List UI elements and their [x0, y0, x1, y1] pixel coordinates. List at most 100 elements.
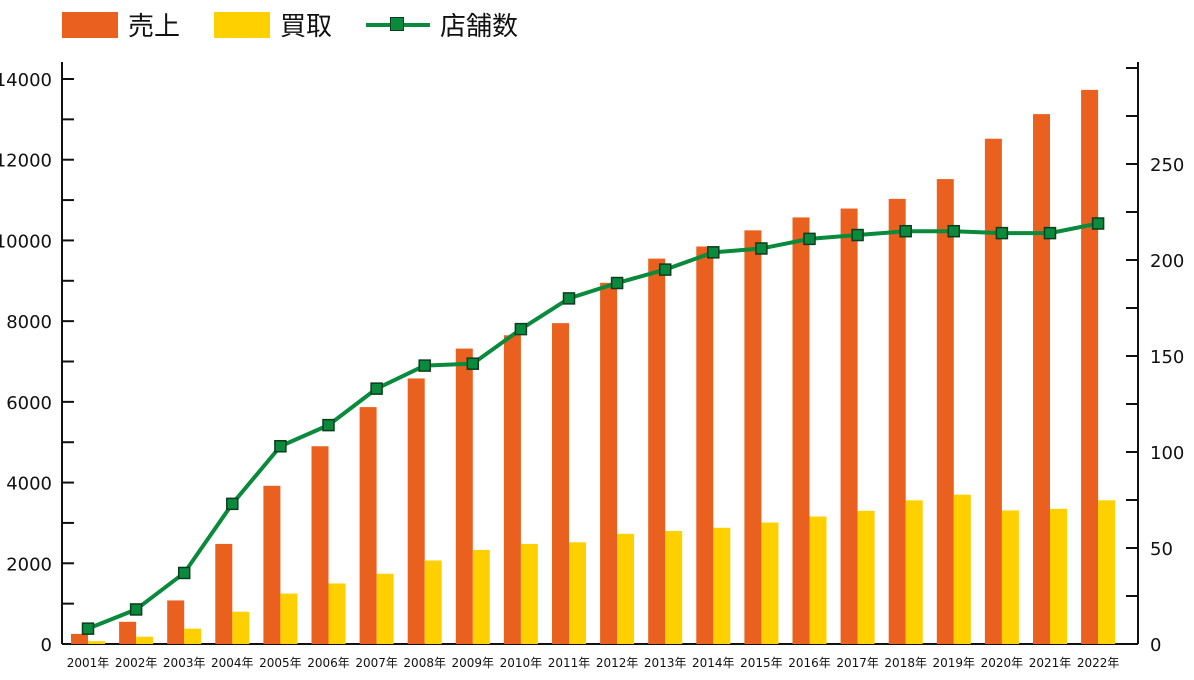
right-tick-label: 150: [1150, 347, 1184, 368]
point-stores: [755, 242, 768, 255]
bar-purchase: [376, 573, 394, 644]
left-tick-label: 14000: [0, 70, 52, 91]
point-stores: [274, 439, 287, 453]
x-tick-label: 2005年: [259, 656, 302, 670]
right-tick-label: 0: [1150, 635, 1161, 656]
point-stores: [129, 603, 143, 616]
x-tick-label: 2011年: [548, 656, 591, 670]
bar-sales: [1081, 89, 1099, 645]
point-stores: [803, 232, 816, 246]
bar-sales: [648, 258, 666, 644]
point-stores: [899, 224, 912, 238]
legend: 売上 買取 店舗数: [62, 6, 552, 43]
point-stores: [177, 566, 191, 580]
x-tick-label: 2019年: [933, 656, 976, 670]
bar-purchase: [665, 531, 683, 644]
point-stores: [466, 357, 480, 370]
point-stores: [947, 224, 961, 238]
point-stores: [658, 263, 672, 276]
bar-purchase: [761, 522, 779, 644]
legend-label-sales: 売上: [128, 12, 181, 42]
point-stores: [418, 359, 431, 372]
x-tick-label: 2021年: [1029, 656, 1072, 670]
bar-sales: [455, 348, 473, 644]
bar-sales: [936, 179, 954, 645]
bar-purchase: [184, 628, 202, 644]
bar-sales: [215, 543, 233, 644]
bar-sales: [600, 282, 618, 644]
x-tick-label: 2007年: [355, 656, 398, 670]
bar-purchase: [472, 549, 490, 644]
point-stores: [1091, 217, 1105, 230]
x-tick-label: 2018年: [884, 656, 927, 670]
bar-purchase: [809, 516, 827, 644]
bar-sales: [263, 485, 281, 644]
point-stores: [370, 382, 383, 395]
right-tick-label: 200: [1150, 251, 1184, 272]
left-tick-label: 2000: [6, 554, 52, 575]
legend-item-sales: 売上: [62, 6, 180, 43]
bar-sales: [71, 633, 88, 644]
point-stores: [610, 276, 624, 290]
point-stores: [1043, 226, 1057, 240]
left-tick-label: 6000: [6, 393, 52, 414]
legend-swatch-sales: [62, 11, 118, 38]
x-tick-label: 2013年: [644, 656, 687, 670]
legend-item-stores: 店舗数: [366, 6, 518, 43]
left-tick-label: 12000: [0, 151, 52, 172]
right-tick-label: 250: [1150, 155, 1184, 176]
bar-purchase: [1098, 500, 1116, 644]
x-tick-label: 2001年: [67, 656, 110, 670]
bar-purchase: [136, 636, 154, 644]
bar-purchase: [280, 593, 298, 644]
bar-sales: [840, 208, 858, 644]
x-tick-label: 2010年: [500, 656, 543, 670]
x-tick-label: 2009年: [452, 656, 495, 670]
bar-purchase: [617, 533, 635, 644]
x-tick-label: 2002年: [115, 656, 158, 670]
left-tick-label: 8000: [6, 312, 52, 333]
x-tick-label: 2015年: [740, 656, 783, 670]
x-tick-label: 2020年: [981, 656, 1024, 670]
bar-sales: [407, 378, 425, 644]
left-tick-label: 0: [41, 635, 52, 656]
legend-swatch-stores: [366, 12, 431, 38]
bar-sales: [552, 323, 569, 644]
right-tick-label: 100: [1150, 443, 1184, 464]
left-tick-label: 10000: [0, 231, 52, 252]
x-tick-label: 2003年: [163, 656, 206, 670]
bar-sales: [888, 198, 906, 644]
bar-purchase: [232, 611, 250, 644]
x-tick-label: 2006年: [307, 656, 350, 670]
legend-swatch-purchase: [214, 11, 271, 38]
bar-purchase: [328, 583, 346, 644]
bar-sales: [696, 246, 714, 644]
legend-label-purchase: 買取: [280, 12, 333, 42]
point-stores: [562, 292, 576, 305]
bar-purchase: [713, 527, 731, 644]
bar-purchase: [953, 494, 971, 644]
x-tick-label: 2016年: [788, 656, 831, 670]
x-tick-label: 2017年: [836, 656, 879, 670]
bar-purchase: [520, 543, 538, 644]
x-tick-label: 2012年: [596, 656, 639, 670]
x-tick-label: 2004年: [211, 656, 254, 670]
bar-sales: [792, 217, 810, 645]
bar-purchase: [88, 641, 105, 644]
bar-purchase: [1050, 508, 1067, 644]
bar-purchase: [1001, 510, 1019, 644]
point-stores: [707, 246, 720, 259]
point-stores: [995, 226, 1009, 240]
right-tick-label: 50: [1150, 539, 1173, 560]
bar-sales: [503, 335, 521, 644]
legend-label-stores: 店舗数: [440, 12, 519, 42]
legend-item-purchase: 買取: [214, 6, 332, 43]
bar-purchase: [424, 560, 442, 644]
point-stores: [851, 228, 864, 242]
x-tick-label: 2008年: [403, 656, 446, 670]
line-stores: [87, 221, 1099, 631]
bar-purchase: [905, 500, 923, 644]
bar-sales: [167, 600, 185, 644]
point-stores: [226, 497, 239, 511]
bar-sales: [359, 407, 377, 644]
